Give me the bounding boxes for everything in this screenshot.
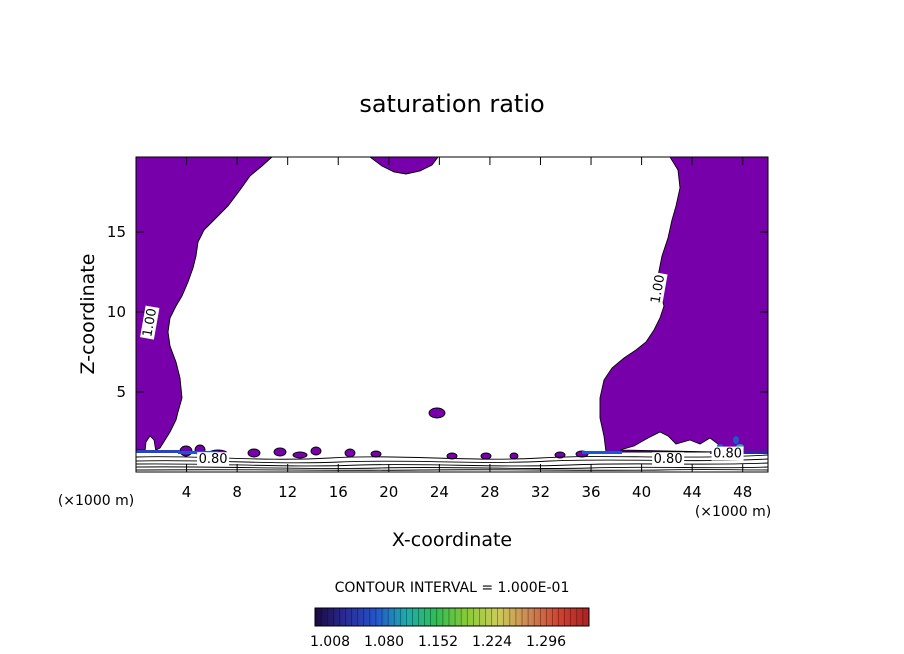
colorbar-tick-label: 1.080 — [364, 634, 404, 650]
contour-interval: CONTOUR INTERVAL = 1.000E-01 — [335, 580, 570, 596]
x-tick-label: 28 — [480, 483, 499, 501]
colorbar-gradient — [314, 607, 590, 627]
low-cell — [370, 450, 382, 458]
mid-cloud-blob — [428, 407, 446, 419]
x-tick-label: 12 — [278, 483, 297, 501]
x-tick-label: 48 — [733, 483, 752, 501]
contour-label: 1.00 — [648, 274, 668, 305]
low-cell — [480, 452, 492, 460]
x-tick-label: 16 — [329, 483, 348, 501]
y-axis: 5 10 15 — [107, 223, 768, 401]
y-tick-label: 15 — [107, 223, 126, 241]
blue-cell — [733, 436, 739, 444]
colorbar-tick-label: 1.008 — [310, 634, 350, 650]
contour-label: 0.80 — [654, 452, 683, 467]
low-cloud-cells — [179, 444, 589, 460]
colorbar-stripes — [320, 608, 584, 626]
contour-labels: 1.00 1.00 0.80 0.80 0.80 — [140, 272, 744, 467]
x-tick-label: 44 — [683, 483, 702, 501]
blue-band — [582, 451, 622, 454]
x-tick-label: 4 — [182, 483, 192, 501]
low-cell — [446, 452, 458, 460]
colorbar-tick-label: 1.152 — [418, 634, 458, 650]
x-tick-label: 36 — [581, 483, 600, 501]
x-tick-label: 40 — [632, 483, 651, 501]
contour-label: 0.80 — [713, 447, 742, 462]
contour-line — [136, 466, 768, 470]
contour-label-bg — [140, 305, 160, 340]
x-tick-label: 20 — [379, 483, 398, 501]
contour-label-bg — [711, 446, 744, 461]
x-axis-title: X-coordinate — [392, 529, 512, 551]
y-tick-label: 5 — [116, 383, 126, 401]
y-tick-label: 10 — [107, 303, 126, 321]
y-axis-title: Z-coordinate — [77, 254, 99, 375]
colorbar-tick-label: 1.224 — [472, 634, 512, 650]
colorbar-ticks: 1.008 1.080 1.152 1.224 1.296 — [310, 634, 566, 650]
low-cell — [554, 451, 566, 459]
chart-title: saturation ratio — [359, 90, 544, 118]
right-supersaturated-region — [599, 157, 768, 453]
blue-band — [136, 450, 180, 453]
contour-label-bg — [197, 452, 230, 467]
low-cell — [247, 448, 261, 458]
contour-label-bg — [648, 272, 668, 306]
low-cell — [509, 452, 519, 460]
x-unit-label-left: (×1000 m) — [58, 493, 134, 509]
low-cell — [344, 448, 356, 458]
x-tick-label: 32 — [531, 483, 550, 501]
x-tick-label: 8 — [232, 483, 242, 501]
contour-label: 0.80 — [199, 452, 228, 467]
x-axis: 4 8 12 16 20 24 28 32 36 40 44 48 — [182, 157, 752, 501]
colorbar-tick-label: 1.296 — [526, 634, 566, 650]
low-cell — [292, 451, 308, 459]
low-cell — [310, 446, 322, 456]
x-unit-label-right: (×1000 m) — [695, 504, 771, 520]
plot-area — [136, 157, 768, 471]
low-cell — [273, 447, 287, 457]
contour-label-bg — [652, 452, 685, 467]
contour-label: 1.00 — [140, 307, 160, 338]
plot-frame — [135, 156, 769, 473]
colorbar: 1.008 1.080 1.152 1.224 1.296 — [310, 607, 590, 650]
contour-line — [136, 469, 768, 471]
left-supersaturated-region — [136, 157, 273, 451]
top-supersaturated-blob — [369, 157, 439, 175]
x-tick-label: 24 — [430, 483, 449, 501]
